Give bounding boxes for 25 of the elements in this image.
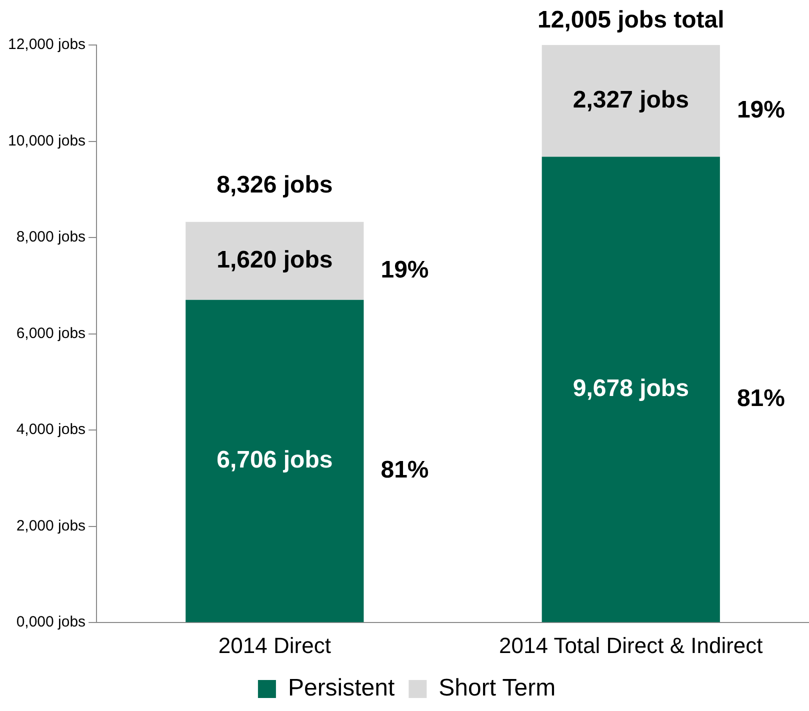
y-tick-label: 6,000 jobs [16,324,86,342]
bar [186,300,364,622]
bar [542,45,720,157]
bar [542,156,720,622]
annotation: 19% [736,96,785,124]
y-tick-label: 0,000 jobs [16,614,86,631]
legend-label: Persistent [288,674,396,702]
y-tick-label: 8,000 jobs [16,228,86,246]
total-label: 8,326 jobs [216,171,333,198]
annotation: 81% [736,385,785,412]
data-label: 1,620 jobs [216,246,333,274]
data-label: 9,678 jobs [572,375,689,402]
annotation: 81% [380,456,429,484]
x-tick-label: 2014 Direct [218,632,331,658]
annotation: 19% [380,256,429,284]
legend-label: Short Term [438,674,556,702]
y-tick-label: 4,000 jobs [16,421,86,438]
total-label: 12,005 jobs total [538,6,724,34]
x-tick-label: 2014 Total Direct & Indirect [499,632,763,658]
y-tick-label: 2,000 jobs [16,517,86,534]
data-label: 6,706 jobs [216,446,333,474]
y-tick-label: 12,000 jobs [8,36,86,54]
y-tick-label: 10,000 jobs [8,132,86,150]
bar [186,222,364,300]
data-label: 2,327 jobs [572,86,689,114]
